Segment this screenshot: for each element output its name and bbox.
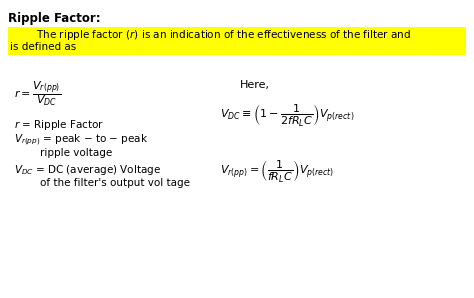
Text: Ripple Factor:: Ripple Factor: [8, 12, 100, 25]
Text: $V_{r(pp)} = \left(\dfrac{1}{fR_LC}\right)V_{p(rect)}$: $V_{r(pp)} = \left(\dfrac{1}{fR_LC}\righ… [220, 158, 334, 184]
Text: is defined as: is defined as [10, 42, 76, 52]
Text: $V_{DC}$ = DC (average) Voltage: $V_{DC}$ = DC (average) Voltage [14, 163, 161, 177]
Text: Here,: Here, [240, 80, 270, 90]
Text: The ripple factor ($r$) is an indication of the effectiveness of the filter and: The ripple factor ($r$) is an indication… [10, 28, 411, 42]
Text: of the filter's output vol tage: of the filter's output vol tage [40, 178, 190, 188]
Text: $V_{r(pp)}$ = peak $-$ to $-$ peak: $V_{r(pp)}$ = peak $-$ to $-$ peak [14, 133, 148, 148]
Text: ripple voltage: ripple voltage [40, 148, 112, 158]
Text: $V_{DC} \equiv \left(1 - \dfrac{1}{2fR_LC}\right)V_{p(rect)}$: $V_{DC} \equiv \left(1 - \dfrac{1}{2fR_L… [220, 102, 355, 128]
Text: $r$ = Ripple Factor: $r$ = Ripple Factor [14, 118, 104, 132]
Bar [8, 27, 466, 55]
Text: $r = \dfrac{V_{r(pp)}}{V_{DC}}$: $r = \dfrac{V_{r(pp)}}{V_{DC}}$ [14, 80, 61, 108]
